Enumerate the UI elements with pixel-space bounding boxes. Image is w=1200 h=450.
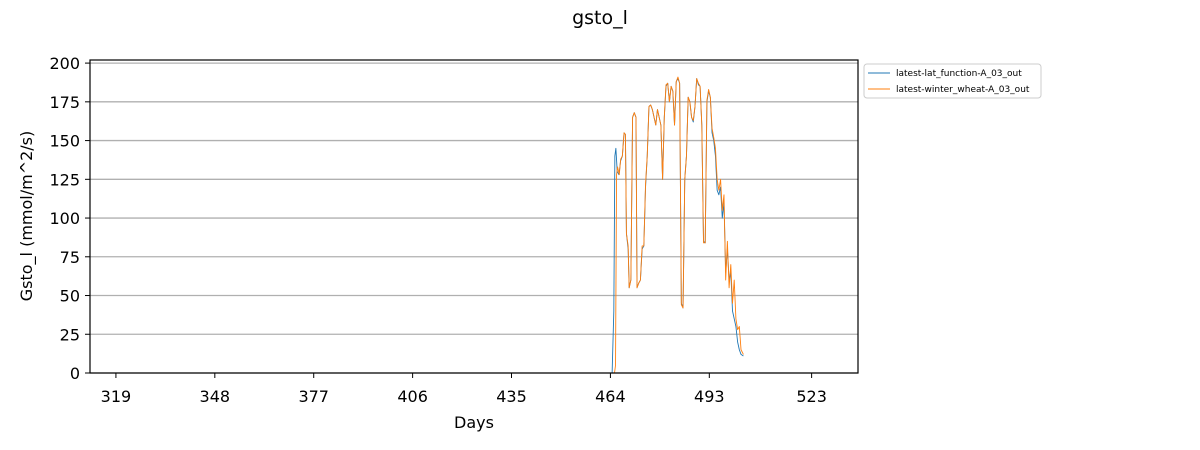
- y-tick-label: 50: [60, 287, 80, 306]
- x-tick-label: 523: [796, 387, 827, 406]
- y-tick-label: 100: [49, 209, 80, 228]
- y-axis-label: Gsto_l (mmol/m^2/s): [17, 131, 37, 302]
- x-axis-label: Days: [454, 413, 494, 432]
- x-axis-ticks: 319 348 377 406 435 464 493 523: [101, 373, 827, 406]
- y-tick-label: 0: [70, 364, 80, 383]
- y-axis-ticks: 0 25 50 75 100 125 150 175 200: [49, 54, 90, 383]
- x-tick-label: 493: [694, 387, 725, 406]
- x-tick-label: 464: [595, 387, 626, 406]
- x-tick-label: 348: [200, 387, 231, 406]
- series-lines: [611, 76, 744, 374]
- x-tick-label: 319: [101, 387, 132, 406]
- y-tick-label: 150: [49, 132, 80, 151]
- plot-frame: [89, 59, 859, 374]
- gridlines: [90, 62, 858, 374]
- y-tick-label: 75: [60, 248, 80, 267]
- series-line-2: [614, 76, 744, 374]
- x-tick-label: 406: [397, 387, 428, 406]
- x-tick-label: 435: [496, 387, 527, 406]
- y-tick-label: 175: [49, 93, 80, 112]
- legend-label-1: latest-lat_function-A_03_out: [896, 69, 1022, 79]
- y-tick-label: 200: [49, 54, 80, 73]
- legend: latest-lat_function-A_03_out latest-winte…: [863, 63, 1042, 99]
- x-tick-label: 377: [298, 387, 329, 406]
- y-tick-label: 125: [49, 170, 80, 189]
- chart-title: gsto_l: [572, 7, 628, 29]
- legend-box: [863, 63, 1042, 99]
- y-tick-label: 25: [60, 325, 80, 344]
- legend-label-2: latest-winter_wheat-A_03_out: [896, 85, 1030, 95]
